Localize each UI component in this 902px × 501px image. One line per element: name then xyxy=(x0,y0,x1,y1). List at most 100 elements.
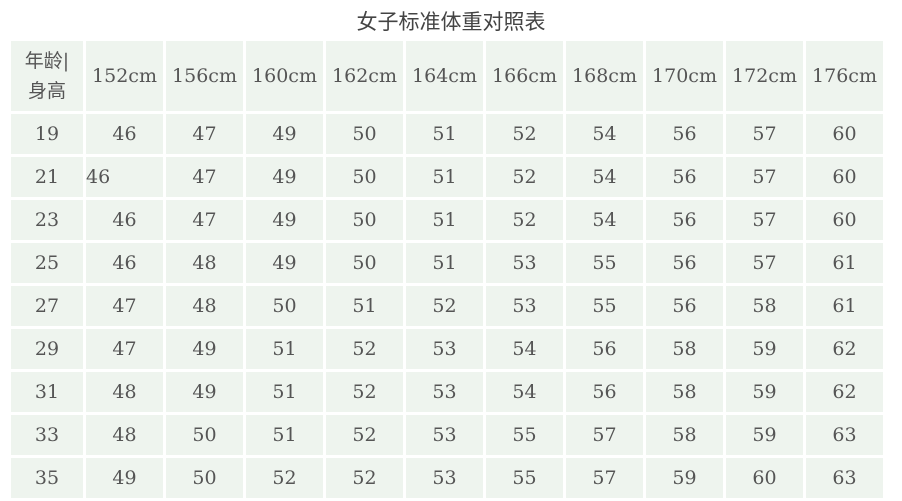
weight-cell: 49 xyxy=(246,200,323,240)
height-label: 身高 xyxy=(27,80,66,102)
weight-cell: 47 xyxy=(86,329,163,369)
table-row: 25 46 48 49 50 51 53 55 56 57 61 xyxy=(11,243,883,283)
weight-cell: 49 xyxy=(166,372,243,412)
weight-cell: 56 xyxy=(566,329,643,369)
height-header-cell: 164cm xyxy=(406,41,483,111)
table-row: 35 49 50 52 52 53 55 57 59 60 63 xyxy=(11,458,883,498)
weight-cell: 60 xyxy=(806,200,883,240)
weight-cell: 50 xyxy=(166,458,243,498)
weight-cell: 58 xyxy=(646,329,723,369)
table-row: 27 47 48 50 51 52 53 55 56 58 61 xyxy=(11,286,883,326)
weight-cell: 63 xyxy=(806,458,883,498)
weight-cell: 58 xyxy=(646,415,723,455)
age-cell: 21 xyxy=(11,157,83,197)
table-row: 33 48 50 51 52 53 55 57 58 59 63 xyxy=(11,415,883,455)
weight-cell: 53 xyxy=(406,372,483,412)
height-header-cell: 156cm xyxy=(166,41,243,111)
weight-cell: 54 xyxy=(566,200,643,240)
weight-cell: 51 xyxy=(406,243,483,283)
weight-cell: 53 xyxy=(406,415,483,455)
weight-cell: 55 xyxy=(566,286,643,326)
weight-cell: 54 xyxy=(566,157,643,197)
weight-cell: 49 xyxy=(246,114,323,154)
weight-cell: 52 xyxy=(486,200,563,240)
weight-cell: 49 xyxy=(246,243,323,283)
height-header-cell: 152cm xyxy=(86,41,163,111)
weight-cell: 55 xyxy=(486,458,563,498)
weight-cell: 60 xyxy=(726,458,803,498)
age-cell: 33 xyxy=(11,415,83,455)
weight-cell: 57 xyxy=(566,458,643,498)
weight-cell: 47 xyxy=(166,157,243,197)
weight-cell: 52 xyxy=(326,329,403,369)
weight-cell: 52 xyxy=(326,415,403,455)
weight-cell: 52 xyxy=(326,458,403,498)
weight-cell: 56 xyxy=(646,243,723,283)
age-cell: 27 xyxy=(11,286,83,326)
weight-cell: 50 xyxy=(246,286,323,326)
weight-cell: 51 xyxy=(246,329,323,369)
weight-cell: 57 xyxy=(566,415,643,455)
table-row: 19 46 47 49 50 51 52 54 56 57 60 xyxy=(11,114,883,154)
table-row: 29 47 49 51 52 53 54 56 58 59 62 xyxy=(11,329,883,369)
weight-cell: 62 xyxy=(806,329,883,369)
height-header-cell: 170cm xyxy=(646,41,723,111)
weight-cell: 59 xyxy=(646,458,723,498)
weight-cell: 51 xyxy=(326,286,403,326)
header-row: 年龄| 身高 152cm 156cm 160cm 162cm 164cm 166cm 168cm… xyxy=(11,41,883,111)
weight-cell: 46 xyxy=(86,157,163,197)
height-header-cell: 176cm xyxy=(806,41,883,111)
weight-cell: 49 xyxy=(246,157,323,197)
age-cell: 19 xyxy=(11,114,83,154)
weight-cell: 46 xyxy=(86,200,163,240)
weight-cell: 59 xyxy=(726,415,803,455)
weight-cell: 51 xyxy=(406,200,483,240)
weight-cell: 49 xyxy=(166,329,243,369)
table-row: 23 46 47 49 50 51 52 54 56 57 60 xyxy=(11,200,883,240)
weight-cell: 61 xyxy=(806,286,883,326)
weight-cell: 47 xyxy=(86,286,163,326)
weight-cell: 51 xyxy=(246,372,323,412)
height-header-cell: 160cm xyxy=(246,41,323,111)
weight-cell: 50 xyxy=(166,415,243,455)
weight-cell: 57 xyxy=(726,157,803,197)
weight-cell: 46 xyxy=(86,114,163,154)
weight-cell: 52 xyxy=(486,157,563,197)
weight-cell: 56 xyxy=(646,286,723,326)
weight-cell: 51 xyxy=(246,415,323,455)
height-header-cell: 166cm xyxy=(486,41,563,111)
weight-cell: 53 xyxy=(406,329,483,369)
age-label: 年龄| xyxy=(24,50,70,72)
table-row: 31 48 49 51 52 53 54 56 58 59 62 xyxy=(11,372,883,412)
weight-cell: 48 xyxy=(86,372,163,412)
weight-cell: 54 xyxy=(486,329,563,369)
weight-cell: 53 xyxy=(406,458,483,498)
weight-cell: 57 xyxy=(726,200,803,240)
height-header-cell: 168cm xyxy=(566,41,643,111)
weight-cell: 60 xyxy=(806,157,883,197)
age-cell: 29 xyxy=(11,329,83,369)
weight-cell: 57 xyxy=(726,243,803,283)
weight-cell: 59 xyxy=(726,372,803,412)
age-cell: 25 xyxy=(11,243,83,283)
weight-cell: 49 xyxy=(86,458,163,498)
weight-cell: 60 xyxy=(806,114,883,154)
weight-cell: 58 xyxy=(726,286,803,326)
age-cell: 31 xyxy=(11,372,83,412)
weight-cell: 52 xyxy=(406,286,483,326)
weight-cell: 48 xyxy=(166,286,243,326)
height-header-cell: 172cm xyxy=(726,41,803,111)
weight-cell: 63 xyxy=(806,415,883,455)
weight-cell: 50 xyxy=(326,200,403,240)
weight-cell: 53 xyxy=(486,243,563,283)
age-cell: 35 xyxy=(11,458,83,498)
weight-cell: 52 xyxy=(486,114,563,154)
age-cell: 23 xyxy=(11,200,83,240)
table-title: 女子标准体重对照表 xyxy=(356,10,546,34)
weight-cell: 56 xyxy=(566,372,643,412)
weight-cell: 47 xyxy=(166,114,243,154)
weight-cell: 56 xyxy=(646,114,723,154)
weight-cell: 48 xyxy=(166,243,243,283)
weight-cell: 50 xyxy=(326,157,403,197)
weight-cell: 57 xyxy=(726,114,803,154)
